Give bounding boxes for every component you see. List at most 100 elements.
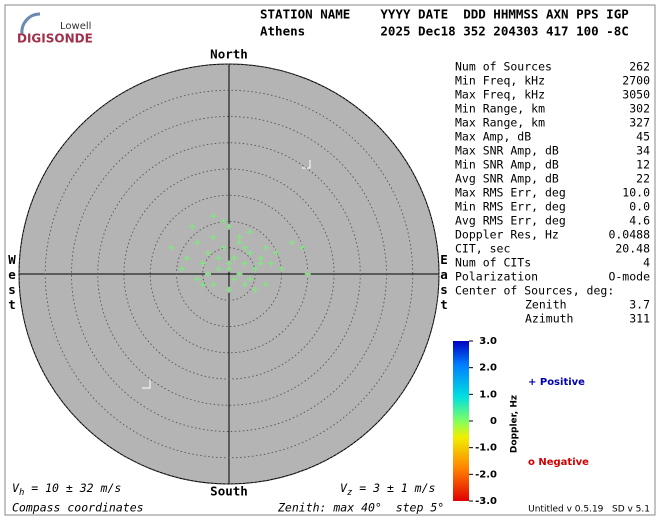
source-point <box>210 234 217 241</box>
zenith-ring <box>202 247 256 301</box>
colorbar-tick-label: 1.0 <box>479 389 497 400</box>
param-value: 4.6 <box>629 214 650 228</box>
zenith-ring <box>97 142 361 406</box>
source-point <box>215 265 222 272</box>
source-point <box>178 265 185 272</box>
source-point <box>226 223 232 230</box>
param-value: 22 <box>636 172 650 186</box>
colorbar-tick-label: 3.0 <box>479 336 497 347</box>
source-point <box>257 255 264 262</box>
west-label: West <box>5 252 20 312</box>
source-point <box>226 260 232 267</box>
source-point <box>194 239 201 246</box>
source-point <box>247 250 253 256</box>
source-point <box>247 276 253 283</box>
param-label: Doppler Res, Hz <box>455 228 559 242</box>
zenith-ring <box>44 89 414 459</box>
source-point <box>231 276 238 283</box>
param-value: 20.48 <box>615 242 650 256</box>
param-value: 3050 <box>622 88 650 102</box>
param-label: Min Range, km <box>455 102 545 116</box>
source-point <box>226 265 232 272</box>
zenith-ring <box>18 63 440 485</box>
param-value: O-mode <box>608 270 650 284</box>
colorbar-tick-label: 0 <box>490 416 497 427</box>
source-point <box>273 250 280 256</box>
center-value: 3.7 <box>629 298 650 312</box>
source-point <box>226 286 232 293</box>
param-label: Min Freq, kHz <box>455 74 545 88</box>
south-label: South <box>210 484 248 499</box>
source-point <box>247 229 253 235</box>
param-label: Polarization <box>455 270 538 284</box>
vh-text: = 10 ± 32 m/s <box>24 481 121 495</box>
param-label: Max RMS Err, deg <box>455 186 566 200</box>
colorbar <box>453 341 469 501</box>
source-point <box>252 265 259 272</box>
header-values: Athens 2025 Dec18 352 204303 417 100 -8C <box>260 24 629 39</box>
source-point <box>184 255 190 262</box>
zenith-ring <box>71 116 387 432</box>
source-point <box>262 281 269 288</box>
legend-negative: o Negative <box>528 457 589 468</box>
footer-middle: Zenith: max 40° step 5° <box>277 501 444 515</box>
colorbar-tick-label: -1.0 <box>475 443 497 454</box>
colorbar-tick-label: -2.0 <box>475 469 497 480</box>
param-label: Max Range, km <box>455 116 545 130</box>
vh-sub: h <box>19 488 24 498</box>
source-point <box>205 250 211 256</box>
param-label: Min RMS Err, deg <box>455 200 566 214</box>
source-point <box>236 239 243 246</box>
source-point <box>194 276 201 283</box>
param-label: Min SNR Amp, dB <box>455 158 559 172</box>
north-label: North <box>210 47 248 62</box>
param-label: Num of CITs <box>455 256 531 270</box>
footer-left: Compass coordinates <box>12 501 144 515</box>
legend-positive: + Positive <box>528 377 585 388</box>
param-value: 10.0 <box>622 186 650 200</box>
source-point <box>289 239 295 246</box>
colorbar-tick-label: 2.0 <box>479 363 497 374</box>
param-label: Avg SNR Amp, dB <box>455 172 559 186</box>
source-point <box>210 213 217 220</box>
corner-mark <box>142 380 151 389</box>
source-point <box>241 244 248 251</box>
source-point <box>205 271 211 277</box>
source-point <box>262 244 269 251</box>
source-point <box>199 281 206 288</box>
param-label: Max Freq, kHz <box>455 88 545 102</box>
source-point <box>231 255 238 262</box>
param-label: Max SNR Amp, dB <box>455 144 559 158</box>
source-point <box>236 271 243 277</box>
source-point <box>241 281 248 288</box>
zenith-ring <box>123 168 335 380</box>
colorbar-title: Doppler, Hz <box>510 395 520 453</box>
vz-label: Vz = 3 ± 1 m/s <box>340 481 436 498</box>
vh-symbol: V <box>12 481 20 495</box>
logo-arc <box>20 12 41 35</box>
source-point <box>189 223 196 230</box>
vz-symbol: V <box>340 481 348 495</box>
source-point <box>168 244 175 251</box>
source-point <box>210 281 217 288</box>
source-point <box>304 271 311 277</box>
source-point <box>252 286 259 293</box>
param-value: 4 <box>643 256 650 270</box>
source-point <box>299 244 306 251</box>
source-point <box>215 255 222 262</box>
corner-mark <box>302 160 311 169</box>
param-value: 45 <box>636 130 650 144</box>
footer-right: Untitled v 0.5.19 SD v 5.1 <box>528 505 650 515</box>
logo-top: Lowell <box>60 21 91 32</box>
param-label: CIT, sec <box>455 242 510 256</box>
center-label: Azimuth <box>525 312 573 326</box>
source-point <box>220 218 227 225</box>
frame <box>4 4 656 516</box>
center-title: Center of Sources, deg: <box>455 284 614 298</box>
param-label: Avg RMS Err, deg <box>455 214 566 228</box>
param-value: 262 <box>629 60 650 74</box>
param-value: 0.0488 <box>608 228 650 242</box>
logo-bottom: DIGISONDE <box>17 32 93 46</box>
source-point <box>241 260 248 267</box>
param-value: 12 <box>636 158 650 172</box>
